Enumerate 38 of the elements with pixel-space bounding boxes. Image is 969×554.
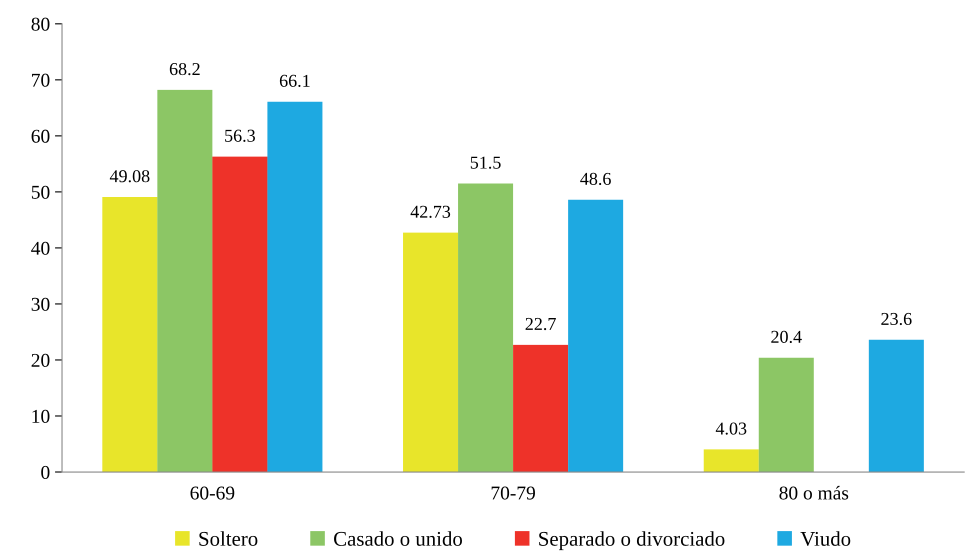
bar [403,232,458,472]
data-label: 48.6 [580,172,611,186]
legend-label: Separado o divorciado [539,531,724,550]
bar [458,183,514,472]
bar [704,449,759,472]
legend-label: Casado o unido [334,531,462,546]
bar [513,344,568,472]
data-label: 42.73 [410,206,450,218]
x-tick-label: 80 o más [779,486,848,500]
bar [157,90,212,472]
legend-label: Viudo [800,531,850,546]
x-tick-label: 70-79 [492,486,535,500]
y-tick-label: 40 [31,242,50,255]
data-label: 49.08 [110,170,150,182]
x-tick-label: 60-69 [190,486,234,500]
bar [212,156,268,472]
bar [568,200,624,472]
y-tick-label: 60 [32,130,50,143]
y-tick-label: 80 [32,18,50,31]
bar [758,358,814,472]
data-label: 68.2 [170,62,200,76]
y-tick-label: 20 [32,354,50,367]
y-tick-label: 10 [32,410,50,423]
y-tick-label: 0 [41,466,50,479]
data-label: 20.4 [771,330,802,344]
data-label: 4.03 [716,422,746,435]
y-tick-label: 70 [32,74,50,87]
data-label: 66.1 [280,74,310,87]
bar [868,340,924,472]
data-label: 56.3 [225,130,255,142]
y-tick-label: 50 [32,186,50,199]
data-label: 23.6 [881,312,912,326]
y-tick-label: 30 [32,298,50,311]
data-label: 22.7 [526,318,556,330]
data-label: 51.5 [470,156,501,169]
legend-label: Soltero [199,531,258,546]
bar [102,197,158,472]
bar [267,102,322,472]
